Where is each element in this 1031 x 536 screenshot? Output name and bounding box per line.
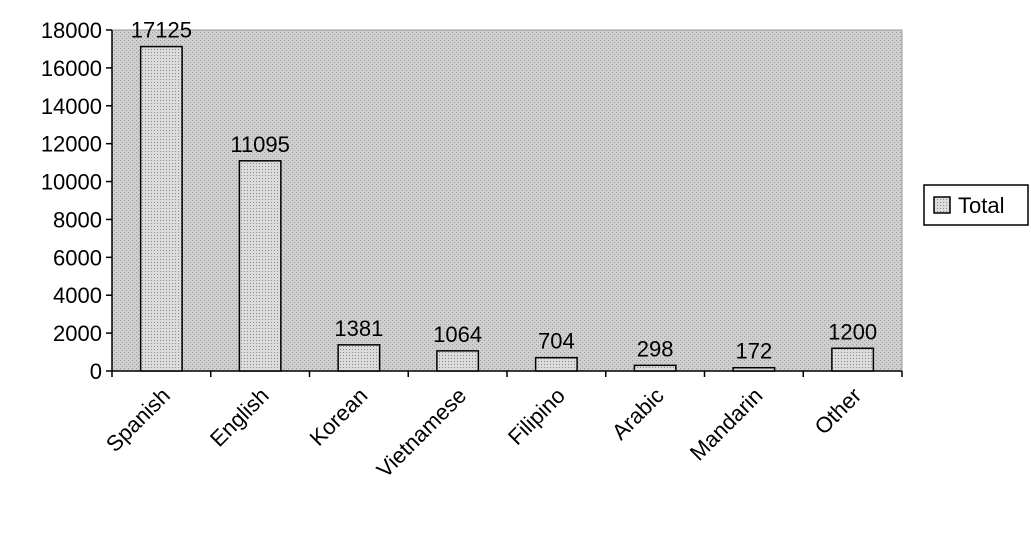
legend-swatch [933, 196, 951, 214]
bar-vietnamese [436, 350, 480, 372]
bar-filipino [534, 356, 578, 372]
y-tick-label: 6000 [53, 245, 102, 270]
y-tick-label: 12000 [41, 132, 102, 157]
x-category-label: Mandarin [685, 383, 768, 466]
bars [139, 45, 875, 372]
x-category-label: Vietnamese [372, 383, 472, 483]
y-axis: 0 2000 4000 6000 8000 10000 12000 14000 16000 180… [41, 18, 113, 384]
y-tick-label: 8000 [53, 207, 102, 232]
plot-area [111, 29, 903, 372]
x-category-label: Filipino [503, 383, 570, 450]
bar-english [238, 160, 282, 372]
bar-arabic [633, 364, 677, 372]
legend: Total [923, 184, 1029, 226]
x-axis: Spanish English Korean Vietnamese Filipino Ar… [101, 370, 903, 483]
data-label: 1200 [828, 319, 877, 344]
y-tick-label: 14000 [41, 94, 102, 119]
data-label: 704 [538, 329, 575, 354]
bar-korean [337, 344, 381, 372]
legend-label: Total [958, 193, 1004, 218]
y-tick-label: 10000 [41, 170, 102, 195]
data-label: 298 [637, 336, 674, 361]
data-label: 1381 [334, 316, 383, 341]
y-tick-label: 18000 [41, 18, 102, 43]
x-category-label: Korean [305, 383, 373, 451]
x-category-label: Other [810, 383, 867, 440]
data-labels: 17125 11095 1381 1064 704 298 172 1200 [131, 18, 877, 364]
y-tick-label: 2000 [53, 321, 102, 346]
x-category-label: English [205, 383, 274, 452]
y-tick-label: 0 [90, 359, 102, 384]
y-tick-label: 4000 [53, 283, 102, 308]
data-label: 17125 [131, 18, 192, 43]
data-label: 11095 [230, 132, 290, 157]
y-tick-label: 16000 [41, 56, 102, 81]
x-category-label: Arabic [607, 383, 669, 445]
data-label: 1064 [433, 322, 482, 347]
bar-other [831, 347, 875, 372]
bar-mandarin [732, 366, 776, 372]
bar-spanish [139, 45, 183, 372]
data-label: 172 [736, 339, 773, 364]
x-category-label: Spanish [101, 383, 175, 457]
